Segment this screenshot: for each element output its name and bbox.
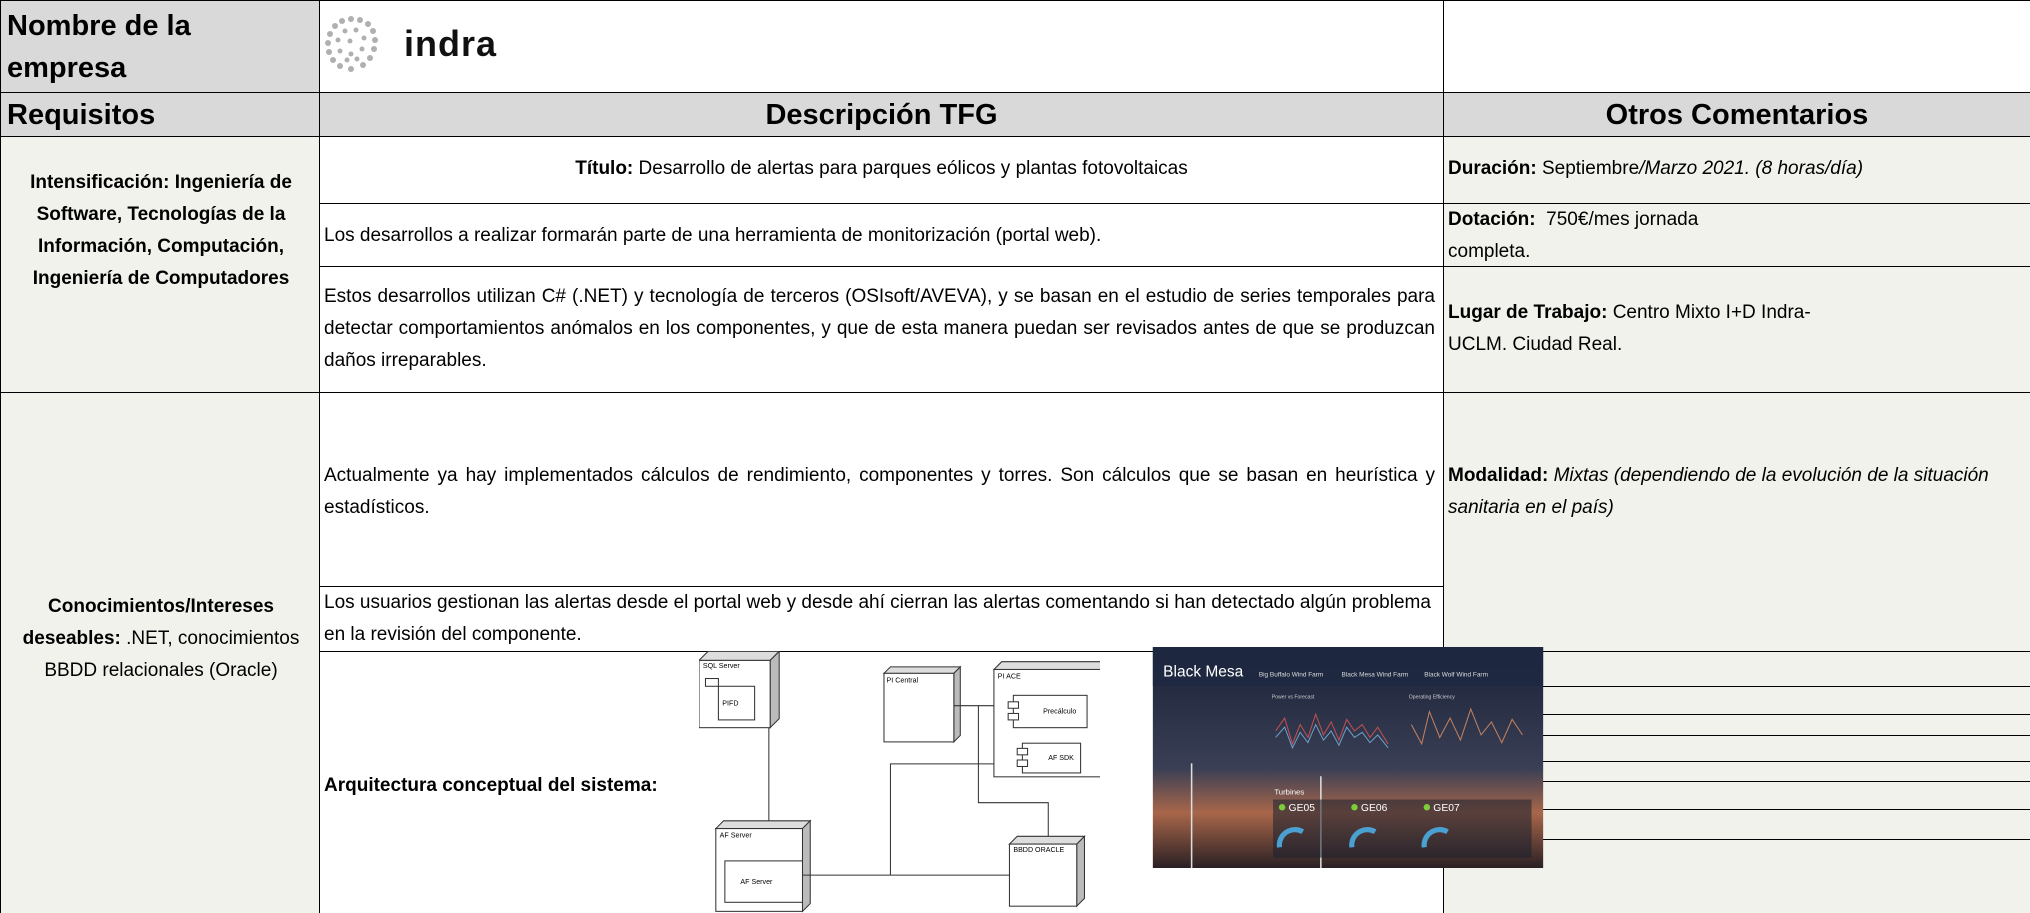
dashboard-tab: Black Mesa Wind Farm [1342,672,1409,679]
column-header: Descripción TFG [765,99,998,131]
rule [1444,781,2030,782]
paragraph: Los usuarios gestionan las alertas desde… [324,592,1431,645]
rule [1444,714,2030,715]
requirement-cell: Intensificación: Ingeniería de Software,… [0,137,320,393]
column-header: Otros Comentarios [1605,99,1869,131]
description-cell: Título: Desarrollo de alertas para parqu… [320,137,1444,204]
title-label: Título: [575,158,634,179]
requirement-label: Conocimientos/Intereses deseables: [22,596,274,649]
company-label: Nombre de la empresa [7,10,191,84]
header-cell: Requisitos [0,93,320,137]
rule [1444,809,2030,810]
panel-title: Operating Efficiency [1409,695,1455,701]
paragraph: Los desarrollos a realizar formarán part… [324,225,1102,246]
rule [1444,735,2030,736]
comment-cell: Duración: Septiembre/Marzo 2021. (8 hora… [1444,137,2030,204]
turbine: GE06 [1361,803,1388,814]
comment-label: Duración: [1448,158,1537,179]
paragraph: Estos desarrollos utilizan C# (.NET) y t… [324,286,1435,371]
dashboard-title: Black Mesa [1163,664,1243,681]
requirement: Conocimientos/Intereses deseables: .NET,… [9,591,313,687]
company-label-cell: Nombre de la empresa [0,0,320,93]
diagram-node: AF Server [740,878,773,886]
requirement-text: .NET, conocimientos BBDD relacionales (O… [44,628,300,681]
paragraph: Actualmente ya hay implementados cálculo… [324,465,1435,518]
tfg-title: Título: Desarrollo de alertas para parqu… [320,153,1443,185]
comment-italic: /Marzo 2021. (8 horas/día) [1639,158,1864,179]
comment: Modalidad: Mixtas (dependiendo de la evo… [1448,460,2018,524]
requirement: Intensificación: Ingeniería de Software,… [30,172,292,289]
diagram-node: PI Central [887,676,919,684]
dashboard-tab: Black Wolf Wind Farm [1424,672,1488,679]
company-logo-cell: indra [320,0,1444,93]
diagram-node: Precálculo [1043,707,1076,715]
panel-title: Turbines [1274,787,1304,796]
comment-cell: Lugar de Trabajo: Centro Mixto I+D Indra… [1444,267,2030,393]
comment: Dotación: 750€/mes jornada completa. [1448,204,1778,268]
title-text: Desarrollo de alertas para parques eólic… [638,158,1188,179]
description-cell: Los usuarios gestionan las alertas desde… [320,587,1444,652]
comment-text: Centro Mixto I+D Indra-UCLM. Ciudad Real… [1448,302,1811,355]
diagram-node: BBDD ORACLE [1013,846,1064,854]
diagram-node: PIFD [722,700,738,708]
diagram-node: SQL Server [703,662,741,670]
panel-title: Power vs Forecast [1272,695,1315,701]
rule [1444,761,2030,762]
rule [1125,651,2030,652]
comment: Duración: Septiembre/Marzo 2021. (8 hora… [1448,153,1863,185]
dashboard-screenshot: Black Mesa Big Buffalo Wind Farm Black M… [1152,647,1544,868]
rule [1444,686,2030,687]
diagram-node: AF SDK [1048,754,1074,762]
comment-cell: Dotación: 750€/mes jornada completa. [1444,204,2030,267]
description-cell: Los desarrollos a realizar formarán part… [320,204,1444,267]
comment-italic: Mixtas (dependiendo de la evolución de l… [1448,465,1989,518]
diagram-node: AF Server [720,832,753,840]
comment-text: Septiembre [1541,158,1640,179]
logo-text: indra [404,23,498,64]
description-cell: Estos desarrollos utilizan C# (.NET) y t… [320,267,1444,393]
architecture-diagram: SQL Server PIFD PI Central PI ACE Precál… [699,651,1100,913]
logo-mark [325,16,378,72]
turbine: GE07 [1433,803,1460,814]
requirement-cell: Conocimientos/Intereses deseables: .NET,… [0,393,320,913]
description-cell: Actualmente ya hay implementados cálculo… [320,393,1444,587]
comment-label: Lugar de Trabajo: [1448,302,1608,323]
dashboard-tab: Big Buffalo Wind Farm [1259,672,1323,679]
comment-label: Dotación: [1448,209,1536,230]
rule [1444,839,2030,840]
column-header: Requisitos [7,99,156,131]
comment: Lugar de Trabajo: Centro Mixto I+D Indra… [1448,297,1828,361]
comment-label: Modalidad: [1448,465,1549,486]
header-cell: Otros Comentarios [1444,93,2030,137]
comment-text: 750€/mes jornada completa. [1448,209,1699,262]
diagram-node: PI ACE [998,673,1021,681]
empty-cell [1444,0,2030,93]
turbine: GE05 [1289,803,1316,814]
header-cell: Descripción TFG [320,93,1444,137]
architecture-label: Arquitectura conceptual del sistema: [324,775,658,796]
